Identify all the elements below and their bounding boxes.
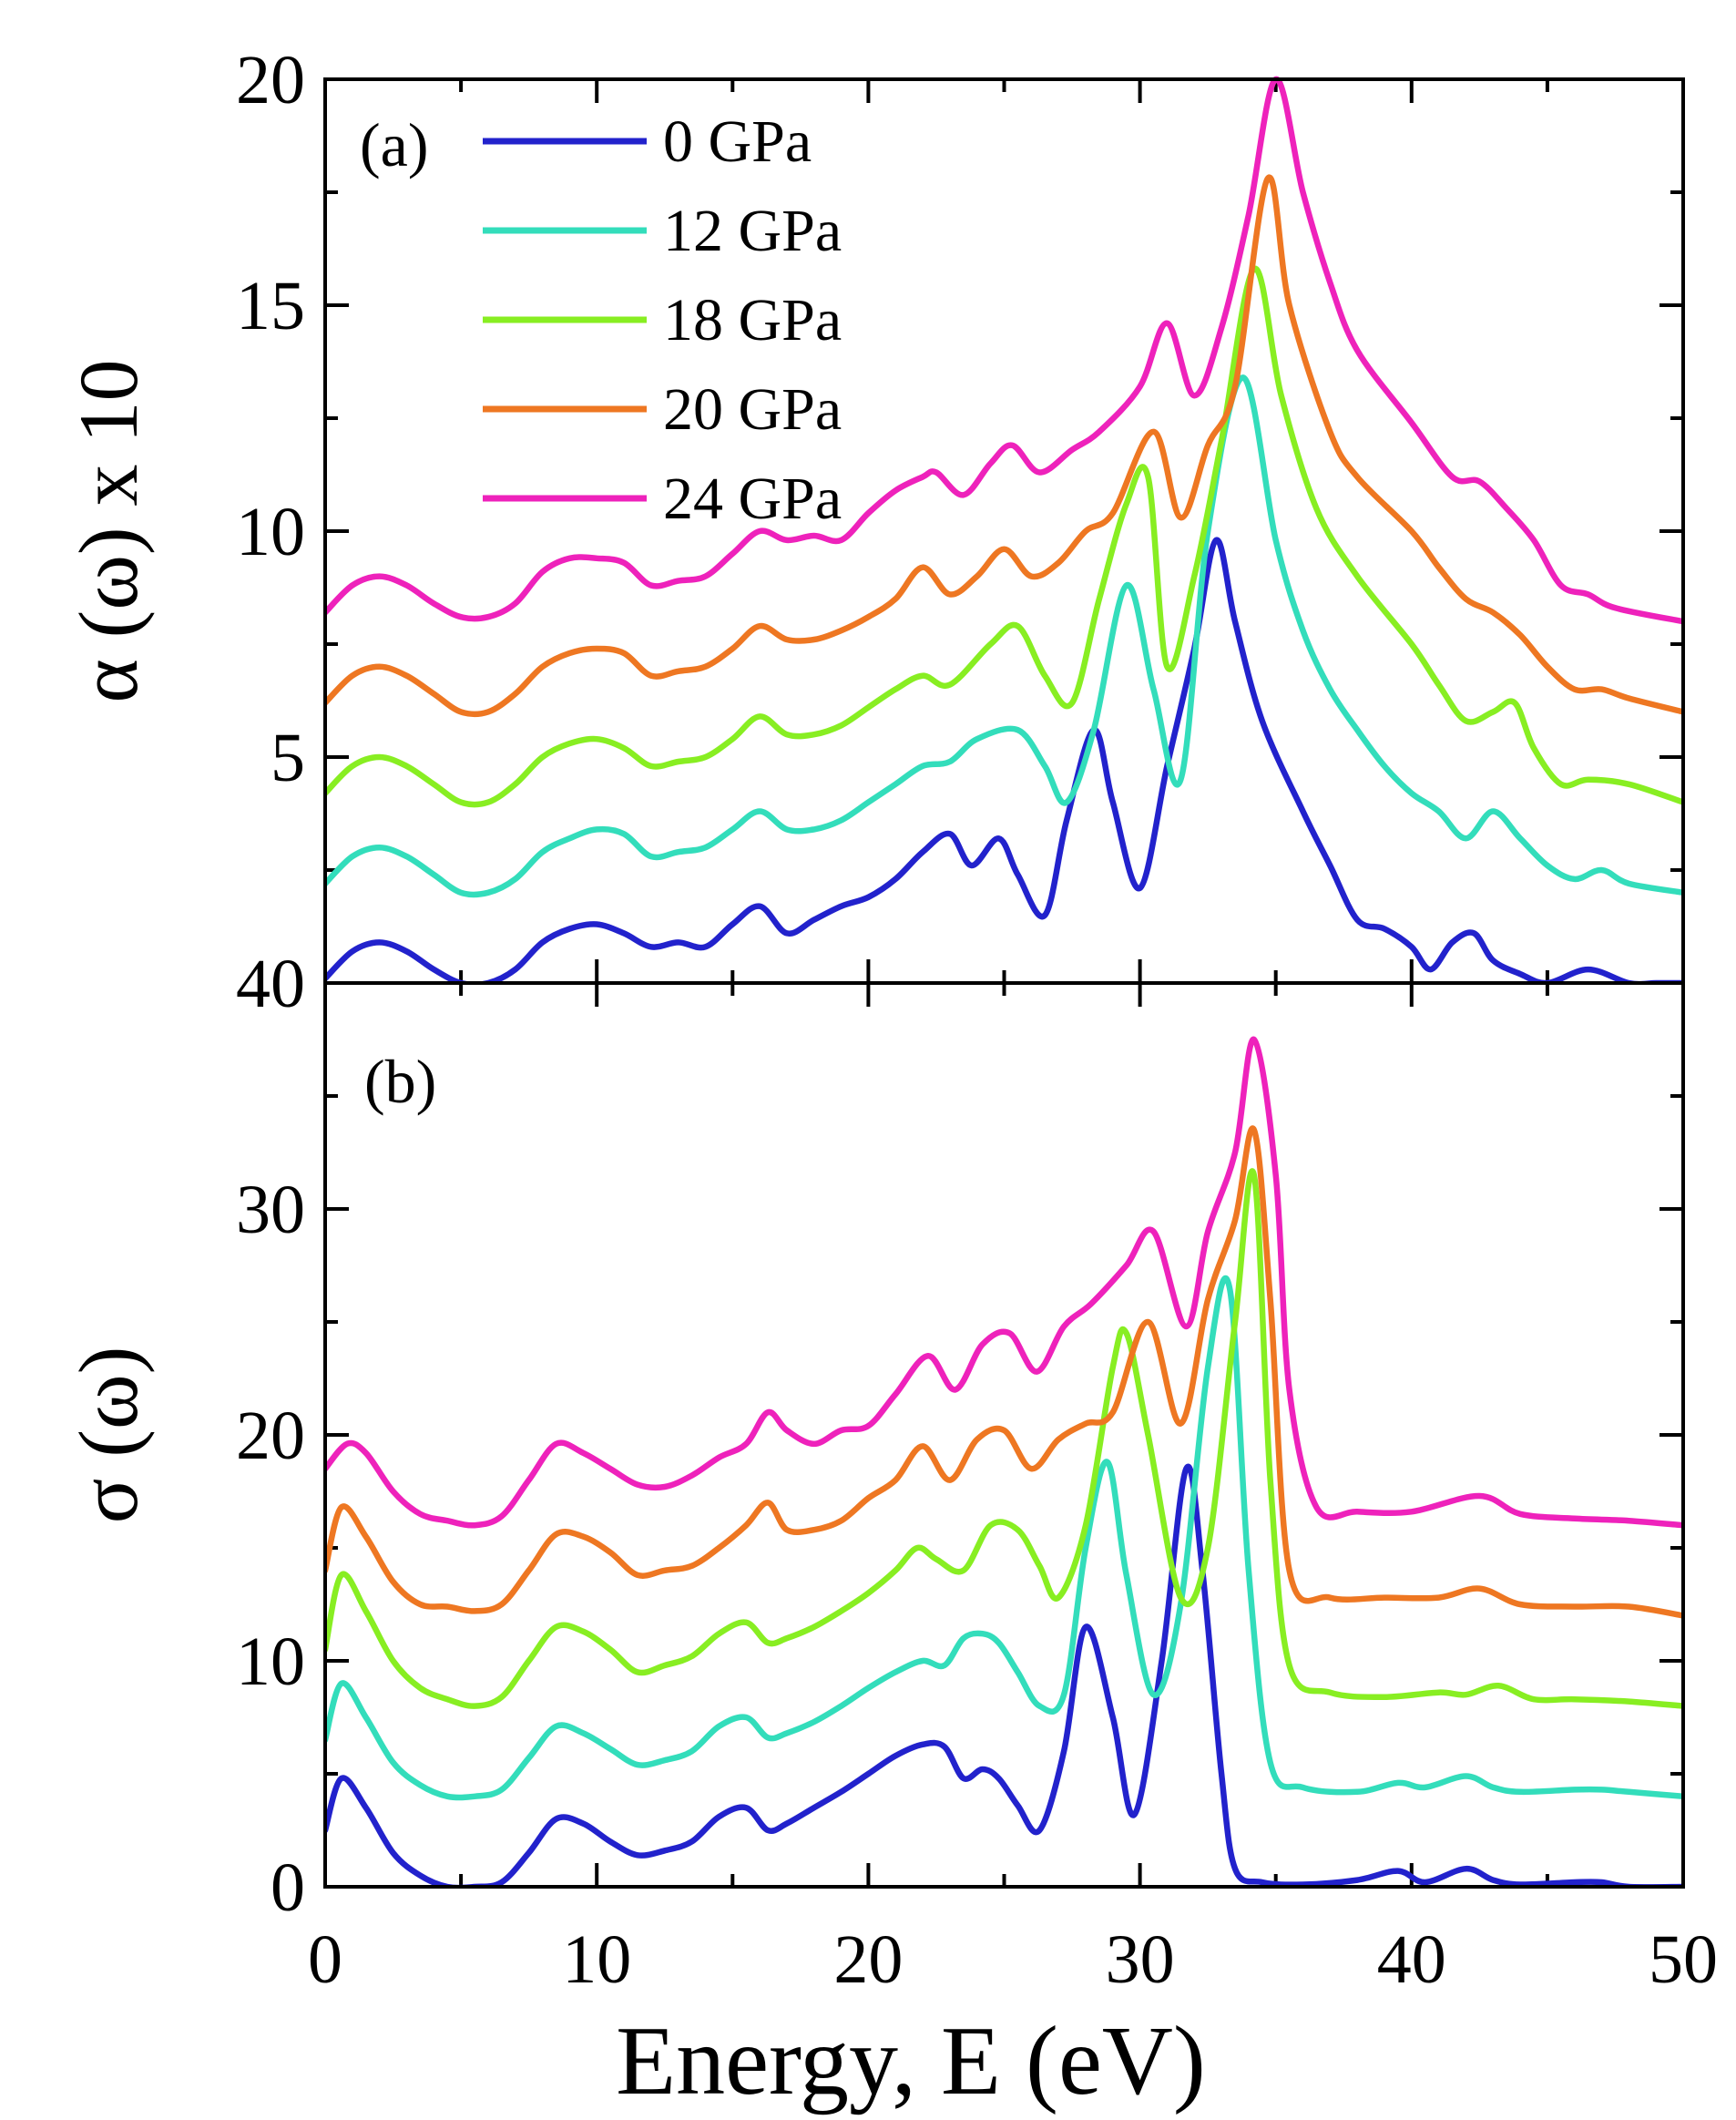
legend-label: 20 GPa bbox=[663, 376, 842, 443]
y-tick-label: 20 bbox=[236, 1398, 305, 1474]
x-axis-title: Energy, E (eV) bbox=[616, 2007, 1206, 2115]
x-tick-label: 0 bbox=[308, 1921, 342, 1998]
panel-b-y-axis-title: σ (ω) bbox=[62, 1347, 155, 1523]
panel-a: 40 5 10 15 20 (a) 0 GPa 12 GPa 18 GPa 20 GPa 24 … bbox=[62, 42, 1685, 1022]
series-line-0-gpa bbox=[325, 1463, 1683, 1887]
x-tick-label: 40 bbox=[1377, 1921, 1446, 1998]
panel-a-y-axis-title: α (ω) x 10 bbox=[62, 359, 155, 702]
legend-label: 0 GPa bbox=[663, 108, 812, 175]
panel-a-ticks: 40 5 10 15 20 bbox=[236, 42, 1685, 1022]
panel-a-series bbox=[325, 76, 1683, 983]
y-tick-label: 30 bbox=[236, 1172, 305, 1248]
panel-a-label: (a) bbox=[360, 110, 428, 179]
series-line-12-gpa bbox=[325, 1275, 1683, 1801]
series-line-24-gpa bbox=[325, 1036, 1683, 1529]
y-tick-label: 0 bbox=[271, 1849, 305, 1926]
x-tick-label: 30 bbox=[1106, 1921, 1175, 1998]
series-line-20-gpa bbox=[325, 1125, 1683, 1619]
panel-b-label: (b) bbox=[364, 1047, 436, 1116]
y-tick-label: 15 bbox=[236, 268, 305, 344]
y-tick-label: 10 bbox=[236, 494, 305, 570]
y-tick-label: 5 bbox=[271, 720, 305, 796]
legend: 0 GPa 12 GPa 18 GPa 20 GPa 24 GPa bbox=[483, 108, 842, 532]
legend-label: 12 GPa bbox=[663, 198, 842, 264]
series-line-12-gpa bbox=[325, 374, 1683, 898]
panel-b-series bbox=[325, 1036, 1683, 1887]
panel-b-frame bbox=[323, 981, 1685, 1889]
series-line-20-gpa bbox=[325, 174, 1683, 718]
y-tick-label: 40 bbox=[236, 946, 305, 1022]
y-tick-label: 20 bbox=[236, 42, 305, 118]
series-line-0-gpa bbox=[325, 537, 1683, 983]
series-line-18-gpa bbox=[325, 1168, 1683, 1709]
legend-label: 18 GPa bbox=[663, 287, 842, 353]
series-line-24-gpa bbox=[325, 76, 1683, 625]
x-tick-label: 20 bbox=[833, 1921, 903, 1998]
x-tick-label: 10 bbox=[562, 1921, 631, 1998]
panel-b-ticks: 0 10 20 30 0 10 20 30 40 50 bbox=[236, 981, 1718, 1998]
panel-b: 0 10 20 30 0 10 20 30 40 50 (b) σ (ω) bbox=[62, 981, 1718, 1998]
legend-label: 24 GPa bbox=[663, 466, 842, 532]
x-tick-label: 50 bbox=[1649, 1921, 1718, 1998]
series-line-18-gpa bbox=[325, 266, 1683, 808]
y-tick-label: 10 bbox=[236, 1623, 305, 1700]
